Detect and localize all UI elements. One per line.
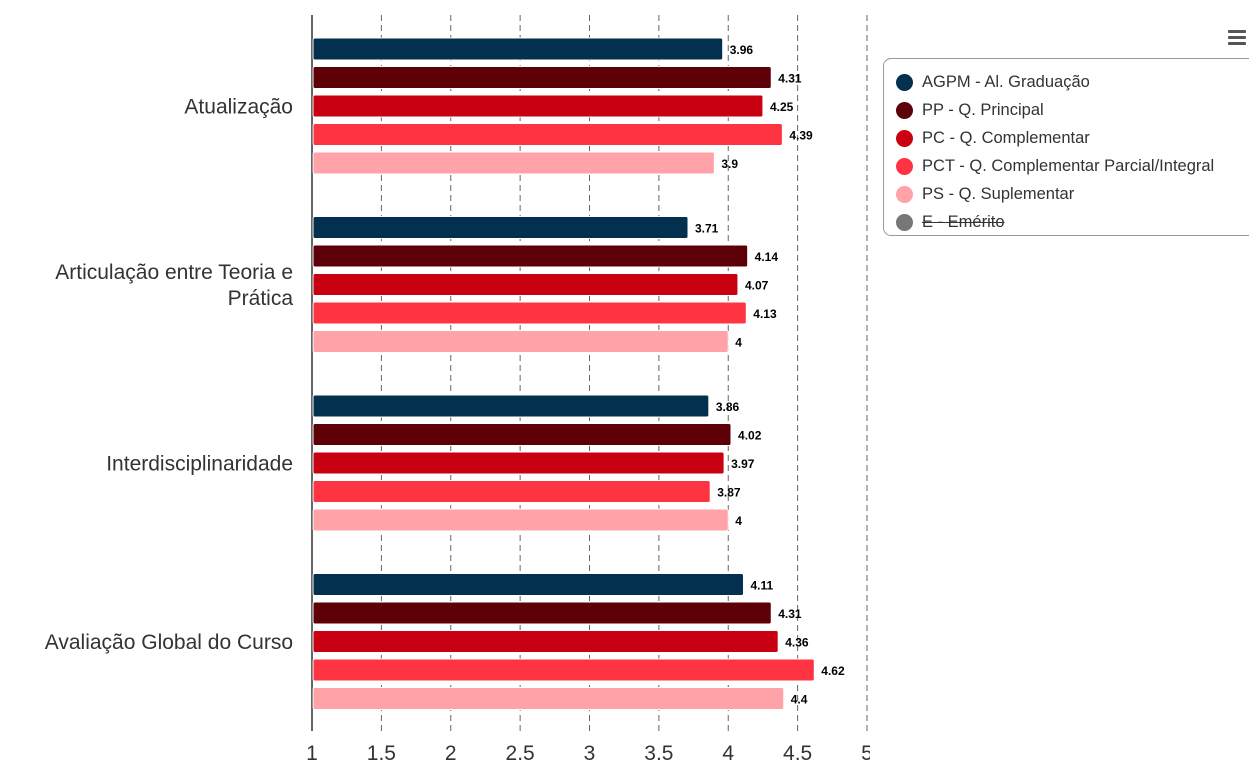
data-label: 3.86 xyxy=(716,400,740,414)
x-tick-label: 4.5 xyxy=(783,742,812,765)
category-label: Avaliação Global do Curso xyxy=(45,631,293,654)
legend-marker-icon xyxy=(896,129,913,147)
bars xyxy=(312,37,815,710)
data-label: 3.97 xyxy=(731,457,755,471)
legend-marker-icon xyxy=(896,213,913,231)
data-label: 4.36 xyxy=(785,636,809,650)
legend-marker-icon xyxy=(896,73,913,91)
x-tick-label: 3 xyxy=(584,742,596,765)
bar[interactable] xyxy=(312,216,689,239)
data-label: 4.31 xyxy=(778,72,802,86)
data-label: 4.13 xyxy=(753,307,777,321)
legend-label: PCT - Q. Complementar Parcial/Integral xyxy=(922,156,1215,175)
data-label: 4.31 xyxy=(778,607,802,621)
x-tick-label: 5 xyxy=(861,742,870,765)
bar[interactable] xyxy=(312,244,749,268)
bar[interactable] xyxy=(312,480,711,503)
x-tick-label: 1.5 xyxy=(367,742,396,765)
data-label: 3.96 xyxy=(730,43,754,57)
bar[interactable] xyxy=(312,37,724,61)
bar[interactable] xyxy=(312,451,725,475)
x-tick-label: 2 xyxy=(445,742,457,765)
data-label: 3.87 xyxy=(717,486,741,500)
legend-marker-icon xyxy=(896,185,913,203)
data-label: 4.11 xyxy=(751,579,774,593)
x-tick-label: 3.5 xyxy=(644,742,673,765)
chart-legend: AGPM - Al. Graduação PP - Q. Principal PC … xyxy=(883,58,1249,236)
legend-label: PC - Q. Complementar xyxy=(922,128,1090,147)
category-label: Interdisciplinaridade xyxy=(106,452,293,475)
legend-marker-icon xyxy=(896,101,913,119)
value-labels: 3.96 4.31 4.25 4.39 3.9 3.71 4.14 4.07 4.13 4 3.86… xyxy=(695,43,845,707)
legend-label: E - Emérito xyxy=(922,212,1005,231)
category-labels: Atualização Articulação entre Teoria e Prá… xyxy=(45,95,294,654)
legend-label: PS - Q. Suplementar xyxy=(922,184,1075,203)
bar[interactable] xyxy=(312,301,747,325)
x-tick-label: 4 xyxy=(722,742,734,765)
data-label: 4 xyxy=(735,336,742,350)
bar[interactable] xyxy=(312,123,783,146)
legend-item[interactable]: PS - Q. Suplementar xyxy=(896,180,1249,208)
bar-chart: 3.96 4.31 4.25 4.39 3.9 3.71 4.14 4.07 4.13 4 3.86… xyxy=(45,15,870,765)
bar[interactable] xyxy=(312,394,710,418)
legend-label: AGPM - Al. Graduação xyxy=(922,72,1090,91)
legend-item[interactable]: PC - Q. Complementar xyxy=(896,124,1249,152)
bar[interactable] xyxy=(312,423,732,446)
data-label: 4.39 xyxy=(789,129,813,143)
legend-label: PP - Q. Principal xyxy=(922,100,1044,119)
bar[interactable] xyxy=(312,508,729,532)
bar[interactable] xyxy=(312,151,715,175)
category-label: Articulação entre Teoria e Prática xyxy=(55,261,293,310)
x-tick-label: 1 xyxy=(306,742,318,765)
bar[interactable] xyxy=(312,273,739,296)
legend-marker-icon xyxy=(896,157,913,175)
data-label: 3.71 xyxy=(695,222,719,236)
data-label: 4 xyxy=(735,514,742,528)
bar[interactable] xyxy=(312,658,815,682)
category-label: Atualização xyxy=(184,95,293,118)
data-label: 4.4 xyxy=(791,693,808,707)
bar[interactable] xyxy=(312,687,785,710)
chart-area: 3.96 4.31 4.25 4.39 3.9 3.71 4.14 4.07 4.13 4 3.86… xyxy=(45,15,870,765)
bar[interactable] xyxy=(312,573,745,596)
x-axis-tick-labels: 1 1.5 2 2.5 3 3.5 4 4.5 5 xyxy=(306,742,870,765)
data-label: 4.14 xyxy=(755,250,779,264)
bar[interactable] xyxy=(312,94,764,118)
bar[interactable] xyxy=(312,66,772,89)
data-label: 4.07 xyxy=(745,279,769,293)
legend-item[interactable]: PP - Q. Principal xyxy=(896,96,1249,124)
data-label: 4.25 xyxy=(770,100,794,114)
x-tick-label: 2.5 xyxy=(506,742,535,765)
bar[interactable] xyxy=(312,630,779,653)
data-label: 4.02 xyxy=(738,429,762,443)
grid-lines xyxy=(311,15,868,731)
chart-menu-icon[interactable] xyxy=(1228,30,1246,46)
data-label: 4.62 xyxy=(821,664,845,678)
data-label: 3.9 xyxy=(721,157,738,171)
bar[interactable] xyxy=(312,601,772,625)
bar[interactable] xyxy=(312,330,729,353)
legend-item[interactable]: E - Emérito xyxy=(896,208,1249,236)
legend-item[interactable]: PCT - Q. Complementar Parcial/Integral xyxy=(896,152,1249,180)
legend-item[interactable]: AGPM - Al. Graduação xyxy=(896,68,1249,96)
